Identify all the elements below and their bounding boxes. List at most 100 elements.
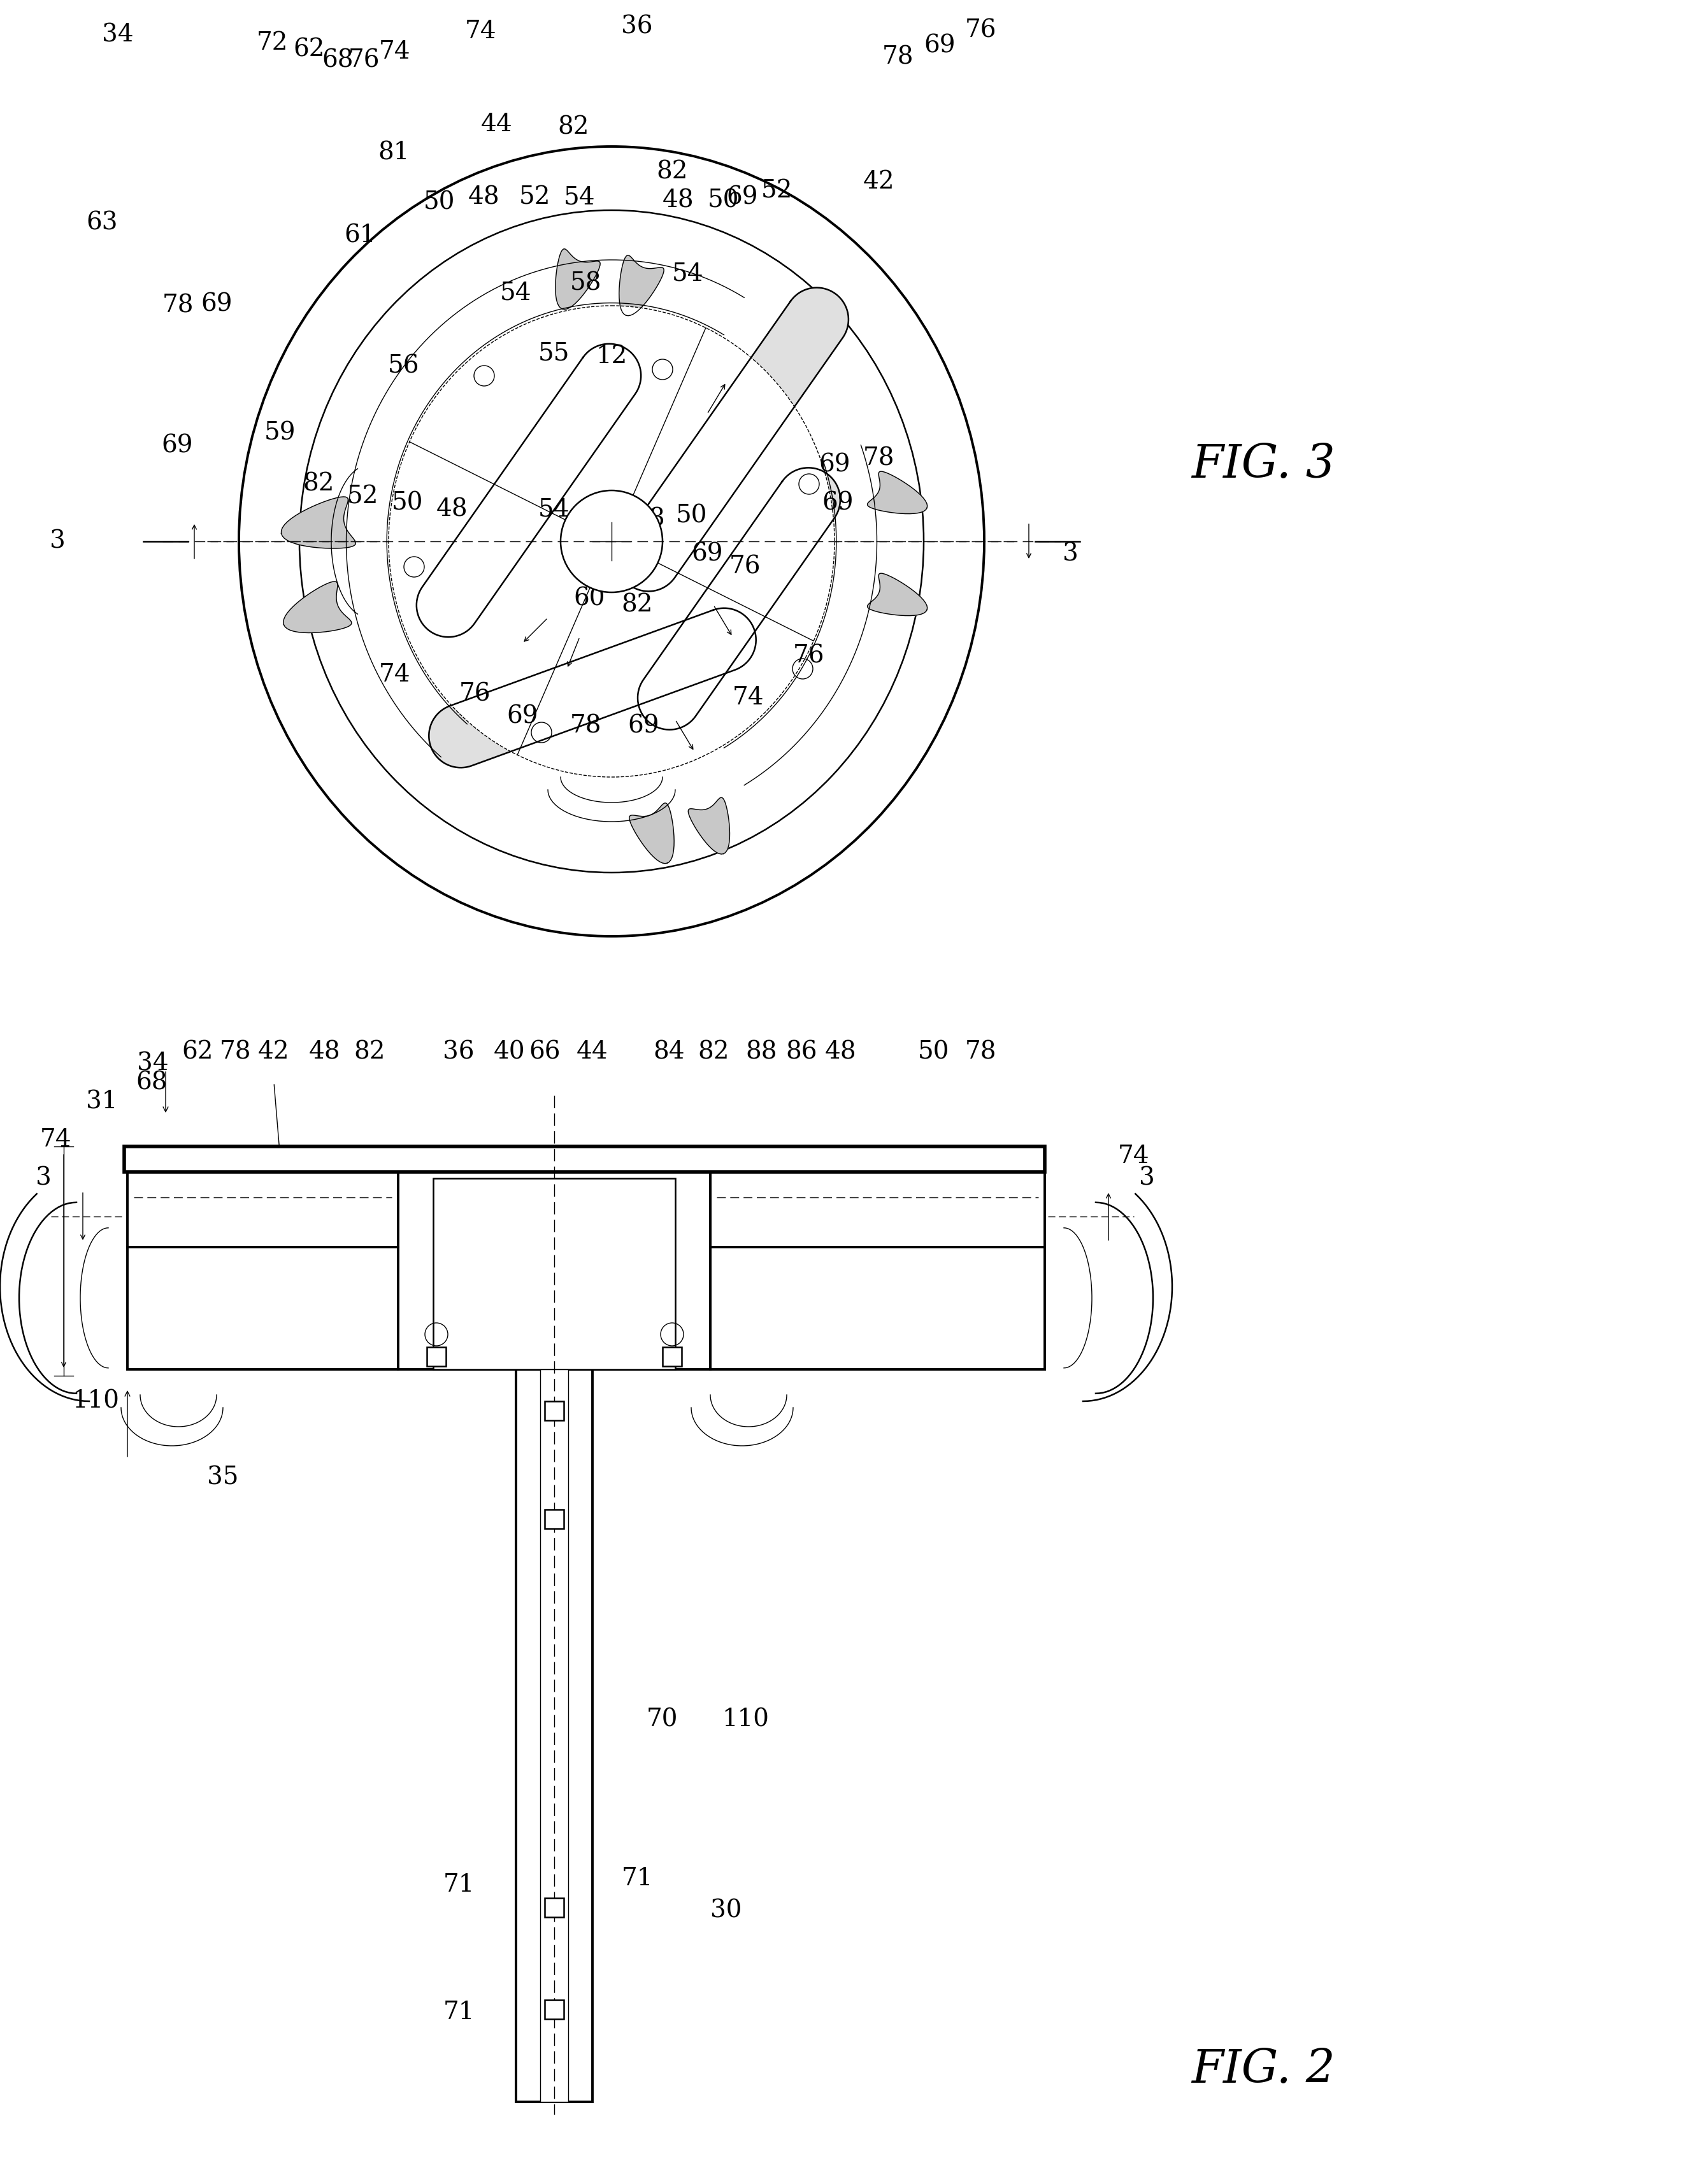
Text: 69: 69 — [162, 435, 193, 459]
Text: 76: 76 — [730, 555, 761, 579]
Text: 110: 110 — [72, 1389, 119, 1413]
Polygon shape — [283, 581, 351, 633]
Text: 74: 74 — [466, 20, 496, 44]
Polygon shape — [638, 467, 841, 729]
Text: 66: 66 — [529, 1040, 561, 1064]
Text: 58: 58 — [570, 271, 602, 295]
Text: 69: 69 — [925, 35, 955, 57]
Text: 35: 35 — [206, 1465, 239, 1489]
Polygon shape — [751, 1195, 1005, 1251]
Polygon shape — [416, 343, 641, 638]
Text: 52: 52 — [761, 179, 793, 203]
Text: 82: 82 — [657, 159, 688, 183]
Bar — [544, 2001, 563, 2018]
Text: 52: 52 — [519, 186, 551, 210]
Polygon shape — [135, 1195, 391, 1251]
Text: 34: 34 — [136, 1053, 169, 1075]
Text: 56: 56 — [389, 354, 420, 378]
Text: 3: 3 — [36, 1166, 51, 1190]
Bar — [125, 1147, 1044, 1173]
Bar — [128, 1173, 397, 1369]
Text: 36: 36 — [621, 15, 653, 39]
Text: 48: 48 — [309, 1040, 341, 1064]
Bar — [541, 1369, 568, 2101]
Text: 50: 50 — [423, 190, 456, 214]
Text: 71: 71 — [444, 2001, 474, 2025]
Bar — [544, 1402, 563, 1420]
Polygon shape — [281, 496, 357, 548]
Bar — [544, 1898, 563, 1918]
Text: 50: 50 — [392, 491, 423, 515]
Text: 78: 78 — [863, 448, 896, 470]
Text: 82: 82 — [302, 472, 334, 496]
Text: 42: 42 — [863, 170, 896, 194]
Text: 54: 54 — [500, 282, 532, 306]
Bar — [710, 1173, 1044, 1369]
Bar — [544, 1509, 563, 1529]
Text: 48: 48 — [826, 1040, 856, 1064]
Text: 78: 78 — [162, 295, 194, 317]
Text: 61: 61 — [345, 225, 375, 247]
Text: 78: 78 — [570, 714, 602, 738]
Text: 69: 69 — [507, 705, 537, 727]
Text: 48: 48 — [437, 498, 467, 522]
Text: 12: 12 — [595, 345, 628, 369]
Ellipse shape — [300, 210, 923, 874]
Text: 74: 74 — [379, 41, 411, 63]
Polygon shape — [428, 607, 756, 767]
Text: 64: 64 — [379, 1275, 411, 1297]
Text: 3: 3 — [1140, 1166, 1155, 1190]
Text: 81: 81 — [379, 142, 409, 164]
Text: 50: 50 — [708, 188, 739, 212]
Text: 69: 69 — [727, 186, 757, 210]
Text: 70: 70 — [647, 1708, 679, 1732]
Text: 74: 74 — [1117, 1144, 1150, 1168]
Text: 55: 55 — [539, 341, 570, 365]
Text: 71: 71 — [444, 1874, 474, 1898]
Text: 82: 82 — [353, 1040, 386, 1064]
Text: 54: 54 — [565, 186, 595, 210]
Bar — [397, 1147, 710, 1369]
Text: 44: 44 — [577, 1040, 609, 1064]
Bar — [433, 1179, 676, 1369]
Polygon shape — [867, 574, 928, 616]
Text: 78: 78 — [882, 46, 914, 70]
Text: 31: 31 — [87, 1090, 118, 1114]
Text: 76: 76 — [459, 681, 490, 705]
Text: 69: 69 — [628, 714, 659, 738]
Text: FIG. 2: FIG. 2 — [1191, 2049, 1336, 2092]
Text: 68: 68 — [322, 48, 353, 72]
Text: 50: 50 — [676, 505, 706, 529]
Text: 69: 69 — [691, 542, 723, 566]
Text: 52: 52 — [348, 485, 379, 509]
Text: 74: 74 — [732, 686, 764, 710]
Text: 63: 63 — [87, 212, 118, 234]
Text: 71: 71 — [621, 1867, 653, 1891]
Text: 54: 54 — [539, 498, 570, 522]
Bar — [515, 1369, 592, 2101]
Text: FIG. 3: FIG. 3 — [1191, 443, 1336, 487]
Text: 72: 72 — [258, 31, 288, 55]
Text: 54: 54 — [756, 1299, 786, 1324]
Text: 40: 40 — [493, 1040, 525, 1064]
Polygon shape — [867, 472, 928, 513]
Text: 3: 3 — [49, 529, 65, 553]
Text: 82: 82 — [621, 594, 653, 616]
Text: 59: 59 — [264, 422, 297, 446]
Text: 42: 42 — [258, 1040, 290, 1064]
Text: 78: 78 — [966, 1040, 996, 1064]
Polygon shape — [556, 249, 601, 310]
Ellipse shape — [561, 491, 662, 592]
Text: 52: 52 — [635, 1313, 665, 1337]
Text: 110: 110 — [722, 1708, 769, 1732]
Text: 60: 60 — [573, 587, 606, 612]
Text: 69: 69 — [822, 491, 853, 515]
Text: 62: 62 — [183, 1040, 213, 1064]
Text: 50: 50 — [918, 1040, 949, 1064]
Text: 69: 69 — [201, 293, 232, 317]
Text: 76: 76 — [896, 1289, 926, 1310]
Text: 44: 44 — [481, 111, 514, 135]
Text: 48: 48 — [662, 188, 694, 212]
Text: 52: 52 — [587, 507, 618, 531]
Text: 76: 76 — [212, 1299, 244, 1324]
